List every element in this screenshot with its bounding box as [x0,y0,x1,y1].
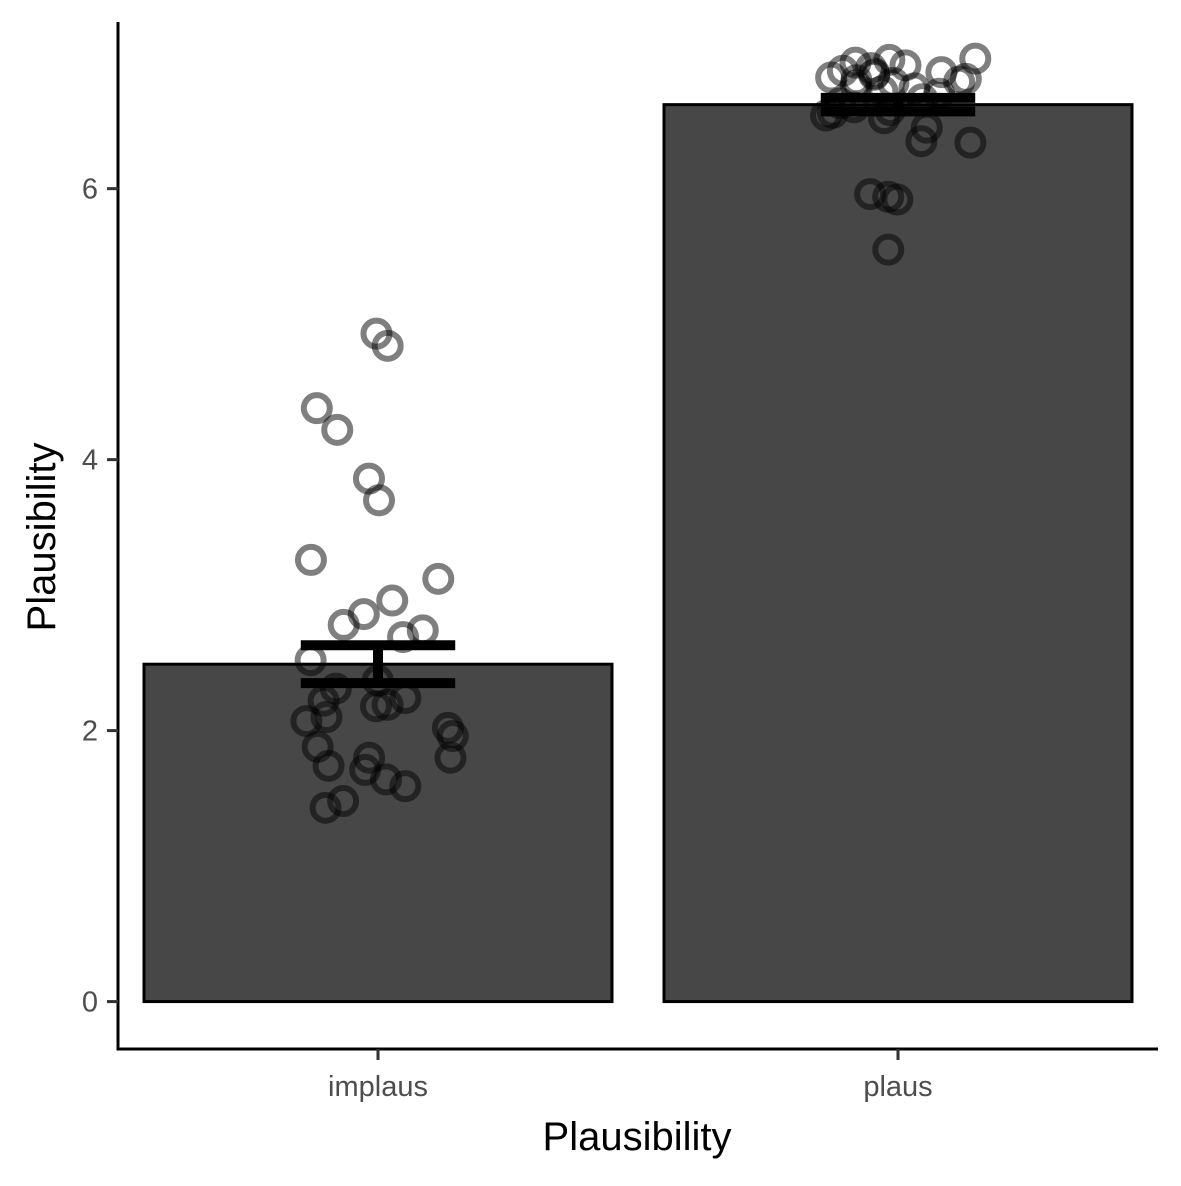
data-point [434,741,467,774]
data-point [371,688,404,721]
data-point [363,484,396,517]
data-point [905,125,938,158]
data-point [436,720,469,753]
y-tick-label: 6 [82,174,98,206]
axes [107,22,1158,1060]
data-point [370,763,403,796]
data-point [321,413,354,446]
data-point [327,608,360,641]
data-point [327,785,360,818]
data-point [312,749,345,782]
data-point [294,543,327,576]
x-tick-label-plaus: plaus [863,1071,932,1103]
data-point [389,770,422,803]
x-axis-title: Plausibility [543,1115,732,1159]
tick-labels: 0 2 4 6 implaus plaus [82,174,933,1103]
data-point [872,233,905,266]
data-point [422,562,455,595]
data-point [309,791,342,824]
data-points [290,42,992,824]
y-tick-label: 4 [82,445,98,477]
y-tick-label: 2 [82,716,98,748]
data-point [359,690,392,723]
data-point [376,584,409,617]
error-bars [300,92,976,689]
data-point [371,329,404,362]
y-tick-label: 0 [82,987,98,1019]
x-tick-label-implaus: implaus [328,1071,428,1103]
data-point [310,701,343,734]
data-point [300,392,333,425]
data-point [868,102,901,135]
data-point [881,183,914,216]
bars [142,103,1134,1004]
y-axis-title: Plausibility [20,443,64,632]
data-point [290,705,323,738]
data-point [954,126,987,159]
